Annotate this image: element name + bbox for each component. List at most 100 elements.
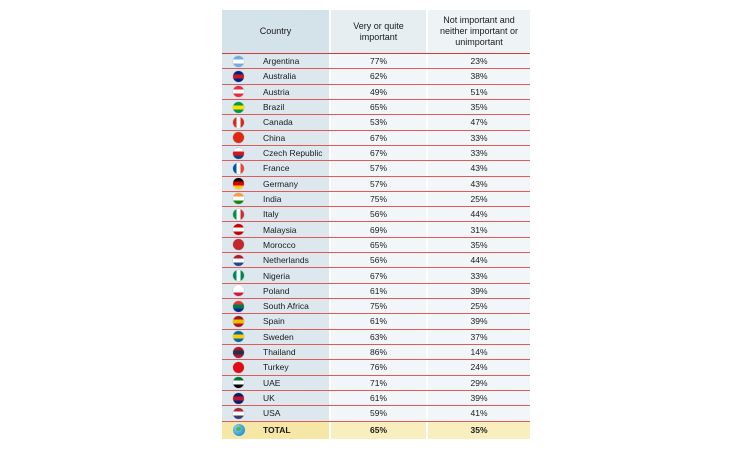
important-value: 62% [329,69,426,84]
country-cell: India [222,191,329,207]
important-value: 67% [329,145,426,161]
table-row: Austria 49% 51% [222,84,530,100]
table-row: Czech Republic 67% 33% [222,145,530,162]
table-row: Morocco 65% 35% [222,237,530,254]
country-cell: Australia [222,69,329,84]
not-important-value: 33% [426,145,530,161]
not-important-value: 39% [426,390,530,406]
italy-flag-icon [233,208,244,220]
not-important-value: 33% [426,268,530,283]
table-row: Spain 61% 39% [222,314,530,330]
important-value: 56% [329,207,426,222]
not-important-value: 29% [426,375,530,390]
table-row: UK 61% 39% [222,390,530,407]
country-name: Thailand [263,347,296,358]
table-row: USA 59% 41% [222,406,530,422]
morocco-flag-icon [233,239,244,251]
country-cell: Malaysia [222,222,329,237]
header-important: Very or quite important [329,10,426,53]
country-name: Morocco [263,239,296,250]
important-value: 61% [329,314,426,329]
header-country: Country [222,10,329,53]
country-cell: Canada [222,115,329,130]
not-important-value: 35% [426,237,530,253]
country-cell: China [222,130,329,145]
country-cell: Italy [222,207,329,222]
country-name: Australia [263,71,297,82]
not-important-value: 38% [426,69,530,84]
czech-flag-icon [233,147,244,159]
country-cell: Nigeria [222,268,329,283]
country-cell: UAE [222,375,329,390]
important-value: 71% [329,375,426,390]
important-value: 53% [329,115,426,130]
france-flag-icon [233,162,244,174]
table-row: Malaysia 69% 31% [222,222,530,238]
nigeria-flag-icon [233,270,244,282]
south-africa-flag-icon [233,300,244,312]
not-important-value: 44% [426,253,530,268]
table-row: Italy 56% 44% [222,207,530,223]
country-cell: Turkey [222,360,329,375]
usa-flag-icon [233,407,244,419]
total-important: 65% [329,421,426,439]
survey-table: Country Very or quite important Not impo… [222,10,530,439]
important-value: 59% [329,406,426,421]
country-name: India [263,193,282,204]
poland-flag-icon [233,285,244,297]
not-important-value: 39% [426,314,530,329]
not-important-value: 24% [426,360,530,375]
country-name: Italy [263,209,279,220]
important-value: 57% [329,176,426,191]
country-name: Netherlands [263,255,309,266]
not-important-value: 51% [426,84,530,99]
country-name: Malaysia [263,224,297,235]
country-name: South Africa [263,301,309,312]
important-value: 61% [329,283,426,298]
canada-flag-icon [233,116,244,128]
important-value: 63% [329,329,426,344]
country-cell: Thailand [222,344,329,360]
table-row: South Africa 75% 25% [222,299,530,315]
not-important-value: 25% [426,191,530,207]
total-row: TOTAL 65% 35% [222,421,530,439]
important-value: 86% [329,344,426,360]
not-important-value: 25% [426,299,530,314]
country-cell: Sweden [222,329,329,344]
not-important-value: 37% [426,329,530,344]
important-value: 67% [329,268,426,283]
table-row: Turkey 76% 24% [222,360,530,376]
not-important-value: 35% [426,99,530,115]
country-cell: Czech Republic [222,145,329,161]
header-not-important: Not important and neither important or u… [426,10,530,53]
important-value: 56% [329,253,426,268]
not-important-value: 39% [426,283,530,298]
globe-icon [233,424,245,436]
table-row: UAE 71% 29% [222,375,530,391]
important-value: 61% [329,390,426,406]
table-row: Netherlands 56% 44% [222,253,530,269]
austria-flag-icon [233,86,244,98]
not-important-value: 41% [426,406,530,421]
important-value: 69% [329,222,426,237]
country-name: Spain [263,316,285,327]
table-row: Brazil 65% 35% [222,99,530,116]
not-important-value: 43% [426,176,530,191]
table-body: Argentina 77% 23% Australia 62% 38% Austria 49%… [222,53,530,422]
country-cell: Austria [222,84,329,99]
country-name: UK [263,393,275,404]
netherlands-flag-icon [233,254,244,266]
country-name: China [263,132,286,143]
sweden-flag-icon [233,331,244,343]
country-name: Argentina [263,56,300,67]
australia-flag-icon [233,70,244,82]
table-row: Canada 53% 47% [222,115,530,131]
spain-flag-icon [233,315,244,327]
country-cell: UK [222,390,329,406]
table-row: Poland 61% 39% [222,283,530,299]
not-important-value: 14% [426,344,530,360]
table-row: Argentina 77% 23% [222,54,530,70]
country-cell: Brazil [222,99,329,115]
not-important-value: 33% [426,130,530,145]
important-value: 77% [329,54,426,69]
